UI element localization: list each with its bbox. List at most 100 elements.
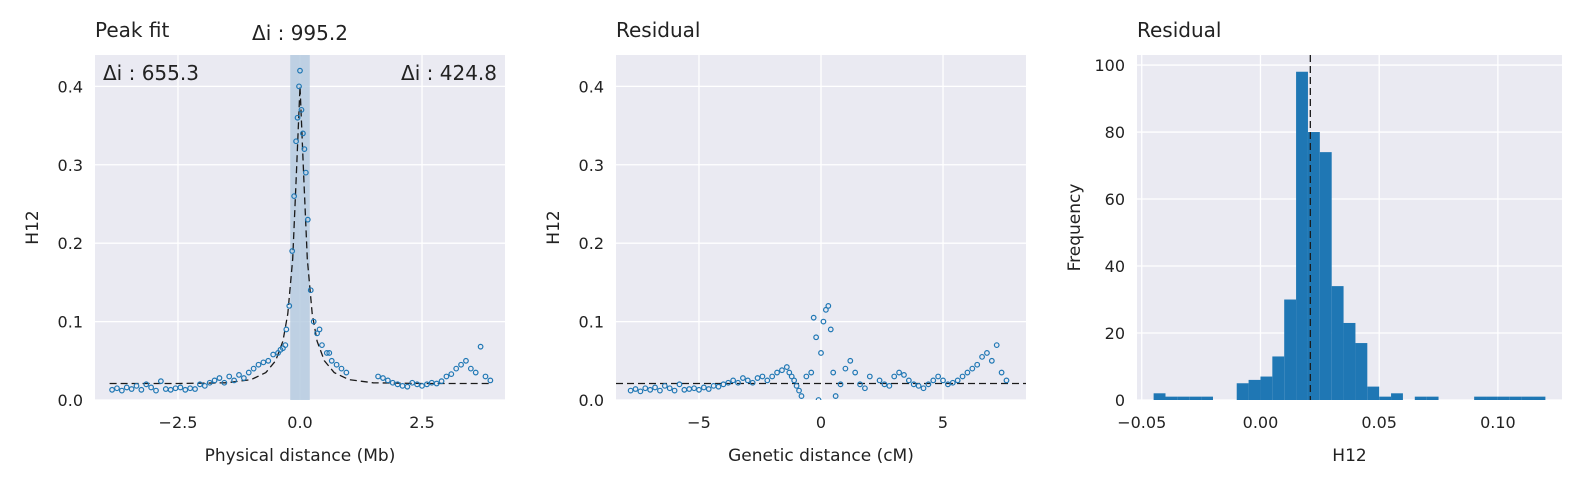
data-point (825, 303, 832, 309)
data-point (300, 130, 306, 137)
data-point (891, 373, 898, 380)
y-axis-label: Frequency (1065, 184, 1085, 272)
data-point (298, 106, 305, 113)
ytick-label: 0.0 (58, 391, 83, 410)
data-point (250, 365, 257, 372)
data-point (793, 382, 800, 389)
plot-content (616, 303, 1026, 400)
data-point (448, 371, 455, 378)
chart-title: Peak fit (95, 18, 169, 42)
data-point (472, 369, 479, 376)
data-point (920, 385, 927, 392)
data-point (774, 369, 780, 376)
data-point (302, 169, 309, 176)
delta-annotation: Δi : 995.2 (252, 21, 348, 45)
ytick-label: 0 (1115, 391, 1125, 410)
chart-title: Residual (1137, 18, 1221, 42)
ytick-label: 0.4 (58, 77, 83, 96)
panel-peak-fit: −2.5 0.0 2.5 0.0 0.1 0.2 0.3 0.4 Physical distan… (23, 18, 505, 466)
data-point (424, 381, 430, 388)
xtick-label: 2.5 (409, 413, 434, 432)
data-point (783, 364, 790, 370)
histogram-bar (1319, 152, 1332, 400)
data-point (988, 357, 995, 364)
data-point (255, 361, 262, 368)
data-point (133, 382, 140, 389)
data-point (260, 359, 267, 366)
data-point (676, 381, 683, 388)
y-axis-label: H12 (23, 210, 43, 244)
data-point (1003, 377, 1010, 384)
data-point (945, 381, 951, 388)
data-point (779, 367, 785, 374)
data-point (820, 318, 827, 325)
histogram-bar (1367, 386, 1380, 400)
data-point (301, 146, 308, 152)
data-point (277, 346, 284, 353)
data-point (910, 381, 917, 388)
data-point (482, 373, 489, 380)
data-point (881, 381, 888, 388)
data-point (815, 397, 822, 400)
data-point (735, 379, 741, 386)
data-point (289, 248, 296, 254)
data-point (384, 377, 391, 384)
ytick-label: 0.0 (579, 391, 604, 410)
data-point (954, 377, 961, 384)
data-point (661, 382, 668, 389)
xtick-label: 0.0 (287, 413, 312, 432)
data-point (221, 379, 228, 386)
data-point (319, 342, 325, 349)
data-point (786, 369, 793, 376)
data-point (226, 373, 233, 380)
histogram-bar (1165, 396, 1178, 400)
data-point (293, 138, 299, 145)
data-point (725, 379, 732, 386)
ytick-label: 0.4 (579, 77, 604, 96)
histogram-bar (1474, 396, 1487, 400)
data-point (993, 342, 1000, 349)
data-point (749, 379, 756, 386)
data-point (700, 384, 707, 391)
data-point (808, 369, 815, 376)
xtick-label: 0 (816, 413, 826, 432)
xtick-label: −5 (687, 413, 711, 432)
data-point (935, 373, 942, 380)
ytick-label: 40 (1105, 257, 1125, 276)
data-point (769, 373, 776, 380)
data-point (842, 365, 849, 372)
data-point (443, 373, 450, 380)
data-point (304, 216, 311, 223)
data-point (467, 365, 474, 372)
data-point (310, 318, 317, 325)
data-point (333, 361, 340, 368)
data-point (652, 384, 658, 391)
data-point (759, 373, 766, 380)
data-point (803, 373, 810, 380)
histogram-bar (1153, 393, 1166, 400)
histogram-bar (1296, 71, 1308, 400)
data-point (148, 384, 155, 391)
data-point (832, 393, 839, 399)
data-point (647, 386, 654, 393)
data-point (847, 357, 854, 364)
ytick-label: 0.2 (579, 234, 604, 253)
ytick-label: 0.2 (58, 234, 83, 253)
data-point (404, 383, 411, 390)
data-point (896, 369, 902, 376)
data-point (109, 386, 115, 393)
data-point (419, 382, 425, 389)
data-point (414, 381, 421, 388)
data-point (764, 377, 771, 384)
fit-line (109, 86, 491, 385)
data-point (328, 357, 335, 364)
delta-annotation: Δi : 424.8 (401, 61, 497, 85)
x-axis-label: Physical distance (Mb) (205, 446, 396, 466)
data-point (837, 381, 844, 388)
chart-title: Residual (616, 18, 700, 42)
data-point (307, 287, 314, 294)
data-point (236, 372, 242, 378)
data-point (231, 377, 238, 384)
panel-residual-scatter: −5 0 5 0.0 0.1 0.2 0.3 0.4 Genetic distance (cM)… (544, 18, 1026, 466)
data-point (666, 385, 673, 392)
